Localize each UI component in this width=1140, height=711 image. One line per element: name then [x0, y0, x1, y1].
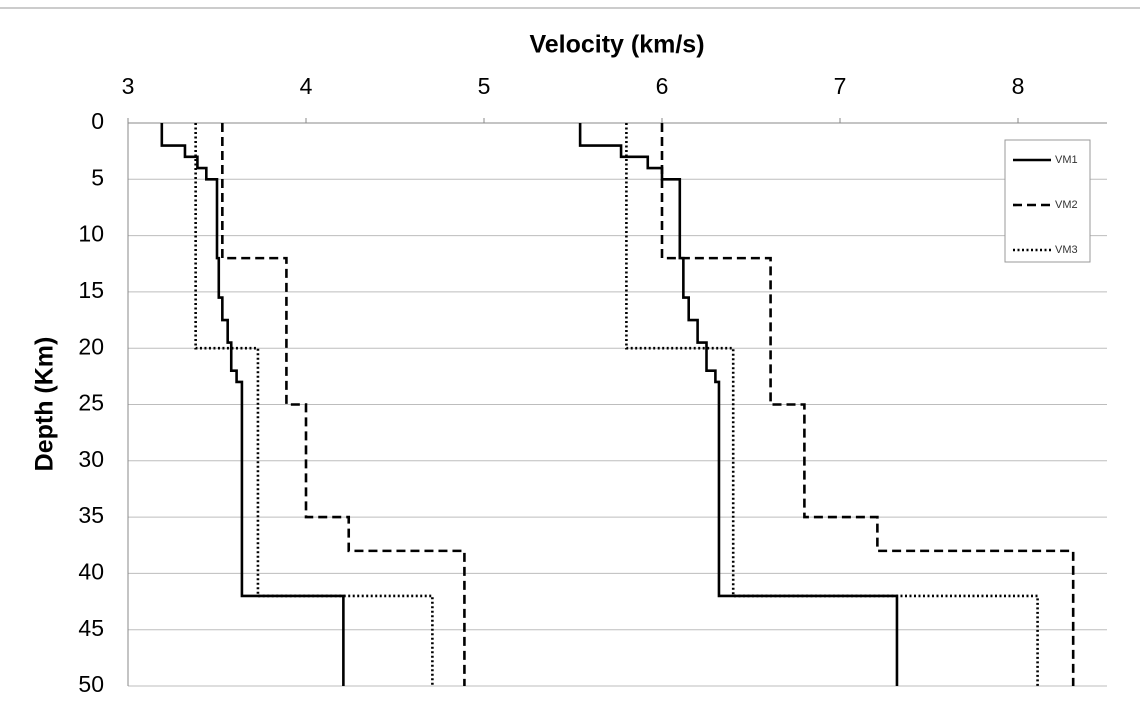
legend-label: VM1: [1055, 154, 1078, 166]
y-tick-label: 5: [91, 164, 104, 190]
legend-label: VM2: [1055, 199, 1078, 211]
series-line: [221, 123, 1075, 686]
x-tick-label: 3: [122, 73, 135, 99]
y-tick-label: 30: [78, 446, 104, 472]
legend: VM1 VM2 VM3: [1004, 139, 1091, 263]
x-axis-title: Velocity (km/s): [529, 31, 704, 59]
legend-label: VM3: [1055, 244, 1078, 256]
x-tick-label: 5: [478, 73, 491, 99]
y-axis-title: Depth (Km): [31, 337, 59, 472]
series-line: [194, 123, 1039, 686]
y-tick-label: 35: [78, 502, 104, 528]
series-line: [160, 123, 899, 686]
y-tick-label: 15: [78, 277, 104, 303]
x-tick-label: 8: [1012, 73, 1025, 99]
x-tick-label: 4: [300, 73, 313, 99]
x-tick-label: 7: [834, 73, 847, 99]
y-tick-label: 45: [78, 615, 104, 641]
y-tick-label: 50: [78, 671, 104, 697]
x-tick-label: 6: [656, 73, 669, 99]
y-tick-label: 0: [91, 108, 104, 134]
y-tick-label: 10: [78, 221, 104, 247]
y-tick-label: 25: [78, 390, 104, 416]
y-tick-label: 40: [78, 558, 104, 584]
y-tick-label: 20: [78, 333, 104, 359]
